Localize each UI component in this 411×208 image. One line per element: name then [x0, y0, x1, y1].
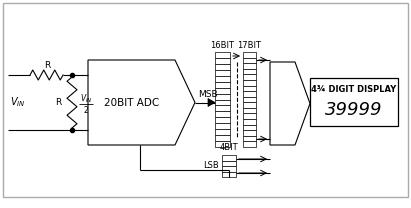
Bar: [243, 114, 256, 119]
Bar: [243, 91, 256, 97]
Bar: [215, 111, 230, 117]
Bar: [215, 123, 230, 129]
Bar: [243, 141, 256, 147]
Bar: [243, 97, 256, 102]
Bar: [215, 52, 230, 58]
Text: $V_{IN}$: $V_{IN}$: [10, 96, 25, 109]
Text: 39999: 39999: [325, 101, 383, 119]
Bar: [243, 102, 256, 108]
Bar: [243, 119, 256, 125]
Bar: [222, 172, 236, 177]
Bar: [243, 130, 256, 136]
Polygon shape: [270, 62, 310, 145]
Text: R: R: [55, 98, 61, 107]
Bar: [243, 136, 256, 141]
Bar: [215, 58, 230, 64]
Bar: [215, 70, 230, 76]
Bar: [215, 129, 230, 135]
Bar: [243, 58, 256, 63]
Text: $V_{IN}$: $V_{IN}$: [80, 92, 92, 105]
Bar: [222, 161, 236, 166]
Text: 20BIT ADC: 20BIT ADC: [104, 98, 159, 108]
Bar: [243, 63, 256, 69]
Text: 16BIT: 16BIT: [210, 41, 235, 50]
Bar: [243, 125, 256, 130]
Text: 17BIT: 17BIT: [238, 41, 261, 50]
Bar: [222, 155, 236, 161]
Bar: [215, 82, 230, 88]
Text: R: R: [44, 61, 50, 69]
Bar: [243, 108, 256, 114]
Polygon shape: [88, 60, 195, 145]
Text: MSB: MSB: [198, 90, 218, 99]
Bar: [222, 166, 236, 172]
Bar: [243, 80, 256, 85]
Bar: [215, 64, 230, 70]
Bar: [243, 69, 256, 74]
Bar: [215, 94, 230, 99]
Bar: [243, 52, 256, 58]
Bar: [243, 85, 256, 91]
Bar: [243, 74, 256, 80]
Bar: [310, 78, 398, 126]
Bar: [215, 117, 230, 123]
Polygon shape: [208, 99, 215, 106]
Text: 4¾ DIGIT DISPLAY: 4¾ DIGIT DISPLAY: [312, 84, 397, 94]
Text: LSB: LSB: [203, 161, 219, 171]
Text: 4BIT: 4BIT: [220, 144, 238, 152]
Bar: [215, 135, 230, 141]
Bar: [215, 141, 230, 147]
Bar: [215, 88, 230, 94]
Bar: [215, 105, 230, 111]
Text: 2: 2: [83, 106, 88, 115]
Bar: [215, 76, 230, 82]
Bar: [215, 99, 230, 105]
